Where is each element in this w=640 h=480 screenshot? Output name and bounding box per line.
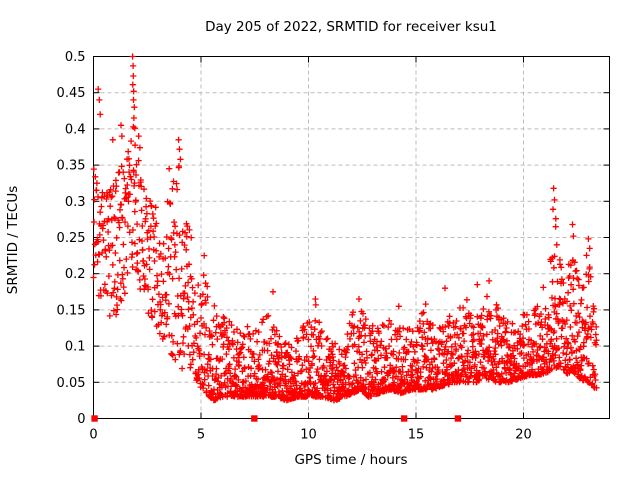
x-tick-label: 15 — [408, 428, 425, 443]
chart-title: Day 205 of 2022, SRMTID for receiver ksu… — [205, 19, 497, 35]
x-axis-label: GPS time / hours — [294, 452, 407, 468]
axis-flag-square — [91, 415, 98, 422]
y-tick-label: 0.25 — [57, 231, 86, 246]
y-tick-label: 0.45 — [57, 86, 86, 101]
y-tick-label: 0.3 — [65, 195, 86, 210]
axis-flag-markers — [91, 415, 462, 422]
x-tick-labels: 0 5 10 15 20 — [89, 428, 531, 443]
x-tick-label: 10 — [300, 428, 317, 443]
y-tick-label: 0.2 — [65, 267, 86, 282]
y-tick-label: 0.15 — [57, 303, 86, 318]
axis-flag-square — [400, 415, 408, 422]
scatter-points — [90, 53, 600, 404]
x-tick-label: 20 — [515, 428, 532, 443]
axis-flag-square — [454, 415, 462, 422]
y-axis-label: SRMTID / TECUs — [5, 186, 21, 294]
y-tick-label: 0.4 — [65, 122, 86, 137]
y-tick-label: 0 — [77, 412, 85, 427]
y-tick-label: 0.35 — [57, 159, 86, 174]
y-tick-label: 0.05 — [57, 376, 86, 391]
x-tick-label: 5 — [197, 428, 205, 443]
x-tick-label: 0 — [89, 428, 97, 443]
y-tick-label: 0.5 — [65, 50, 86, 65]
plot-border — [93, 56, 610, 419]
y-tick-labels: 0 0.05 0.1 0.15 0.2 0.25 0.3 0.35 0.4 0.45 0.5 — [57, 50, 86, 427]
axis-flag-square — [251, 415, 258, 422]
y-tick-label: 0.1 — [65, 340, 86, 355]
